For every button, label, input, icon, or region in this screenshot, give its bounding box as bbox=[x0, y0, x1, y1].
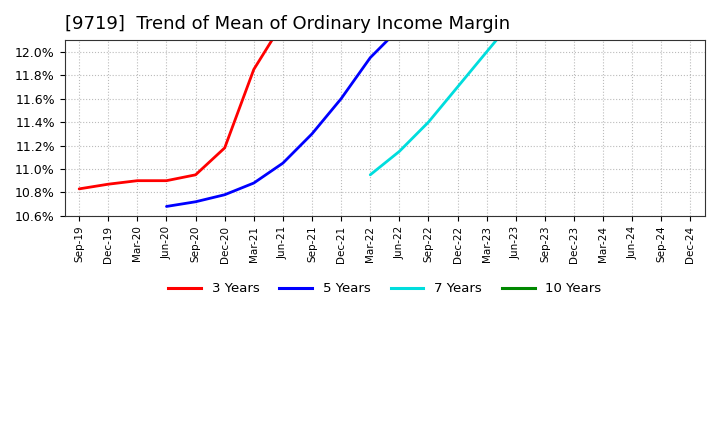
5 Years bbox=[192, 199, 200, 205]
5 Years bbox=[220, 192, 229, 198]
3 Years bbox=[279, 20, 287, 25]
Line: 3 Years: 3 Years bbox=[79, 0, 690, 189]
Text: [9719]  Trend of Mean of Ordinary Income Margin: [9719] Trend of Mean of Ordinary Income … bbox=[65, 15, 510, 33]
5 Years bbox=[307, 131, 316, 136]
Legend: 3 Years, 5 Years, 7 Years, 10 Years: 3 Years, 5 Years, 7 Years, 10 Years bbox=[163, 277, 606, 301]
Line: 5 Years: 5 Years bbox=[166, 0, 690, 206]
3 Years bbox=[104, 182, 112, 187]
3 Years bbox=[133, 178, 142, 183]
5 Years bbox=[395, 26, 404, 31]
7 Years bbox=[424, 120, 433, 125]
7 Years bbox=[454, 84, 462, 90]
5 Years bbox=[337, 96, 346, 101]
3 Years bbox=[75, 186, 84, 191]
3 Years bbox=[250, 67, 258, 72]
3 Years bbox=[192, 172, 200, 177]
3 Years bbox=[220, 145, 229, 150]
7 Years bbox=[395, 149, 404, 154]
5 Years bbox=[279, 161, 287, 166]
3 Years bbox=[162, 178, 171, 183]
7 Years bbox=[366, 172, 374, 177]
5 Years bbox=[162, 204, 171, 209]
5 Years bbox=[250, 180, 258, 186]
7 Years bbox=[482, 49, 491, 55]
5 Years bbox=[366, 55, 374, 60]
7 Years bbox=[511, 14, 520, 19]
Line: 7 Years: 7 Years bbox=[370, 0, 690, 175]
